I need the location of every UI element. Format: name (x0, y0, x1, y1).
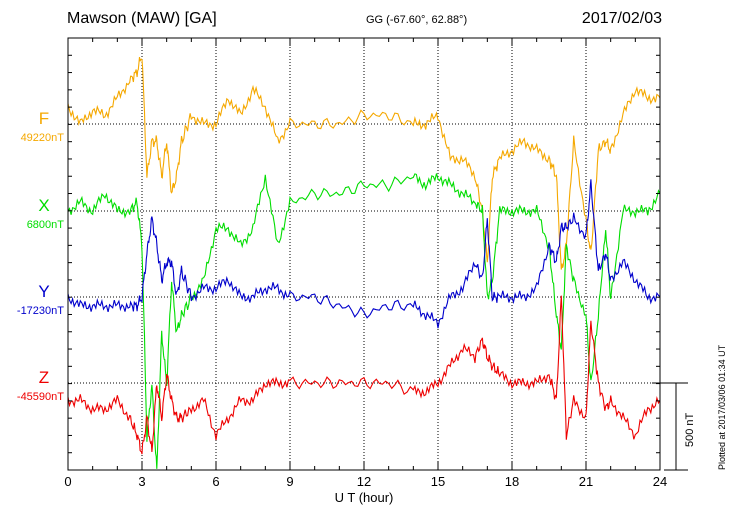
x-tick-label: 6 (212, 474, 219, 489)
x-tick-label: 12 (357, 474, 371, 489)
x-tick-label: 21 (579, 474, 593, 489)
plotted-timestamp: Plotted at 2017/03/06 01:34 UT (717, 344, 727, 470)
geographic-coordinates: GG (-67.60°, 62.88°) (366, 14, 468, 26)
grid-layer (68, 38, 660, 470)
series-line-z (67, 295, 661, 455)
series-line-x (67, 173, 661, 469)
baseline-value-f: 49220nT (21, 132, 65, 144)
series-layer (67, 57, 661, 469)
series-label-y: Y (38, 282, 49, 301)
series-label-f: F (39, 109, 49, 128)
scale-bar: 500 nT (652, 382, 696, 471)
x-tick-label: 18 (505, 474, 519, 489)
x-tick-label: 15 (431, 474, 445, 489)
series-label-z: Z (39, 368, 49, 387)
x-tick-label: 24 (653, 474, 667, 489)
observation-date: 2017/02/03 (581, 10, 662, 27)
label-layer: 0 3 6 9 12 15 18 21 24 F 49220nT X 6800nT Y -17230nT Z -… (17, 109, 667, 489)
series-line-f (67, 57, 661, 270)
x-tick-label: 9 (286, 474, 293, 489)
baseline-value-y: -17230nT (17, 305, 64, 317)
x-axis-label: U T (hour) (335, 490, 394, 505)
baseline-value-z: -45590nT (17, 391, 64, 403)
x-tick-label: 0 (64, 474, 71, 489)
scale-bar-label: 500 nT (684, 412, 696, 447)
series-label-x: X (38, 196, 49, 215)
series-line-y (67, 179, 661, 329)
station-title: Mawson (MAW) [GA] (67, 10, 217, 27)
tick-layer (67, 37, 661, 471)
x-tick-label: 3 (138, 474, 145, 489)
baseline-value-x: 6800nT (27, 219, 65, 231)
